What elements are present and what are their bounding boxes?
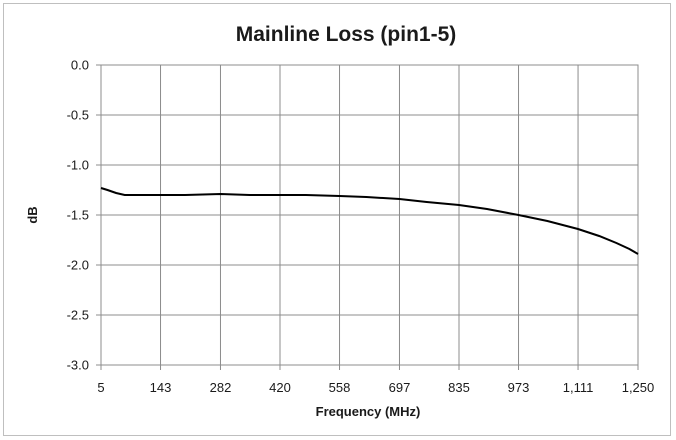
y-tick-label: -2.5 bbox=[67, 308, 89, 323]
y-tick-label: 0.0 bbox=[71, 58, 89, 73]
series-line bbox=[100, 187, 639, 255]
y-tick-label: -2.0 bbox=[67, 258, 89, 273]
chart-title: Mainline Loss (pin1-5) bbox=[236, 23, 457, 46]
x-tick-label: 1,111 bbox=[563, 380, 594, 395]
grid bbox=[96, 64, 639, 370]
chart-frame bbox=[3, 3, 671, 436]
x-tick-label: 697 bbox=[389, 380, 411, 395]
y-axis-label: dB bbox=[25, 206, 40, 223]
x-tick-label: 282 bbox=[210, 380, 232, 395]
x-axis-label: Frequency (MHz) bbox=[316, 404, 421, 419]
x-tick-label: 143 bbox=[150, 380, 172, 395]
x-tick-label: 5 bbox=[97, 380, 104, 395]
y-tick-label: -1.5 bbox=[67, 208, 89, 223]
x-tick-label: 1,250 bbox=[622, 380, 655, 395]
x-tick-label: 973 bbox=[508, 380, 530, 395]
x-tick-label: 558 bbox=[329, 380, 351, 395]
y-tick-label: -3.0 bbox=[67, 358, 89, 373]
y-tick-label: -0.5 bbox=[67, 108, 89, 123]
y-axis-ticks: 0.0 -0.5 -1.0 -1.5 -2.0 -2.5 -3.0 bbox=[67, 58, 89, 373]
x-axis-ticks: 5 143 282 420 558 697 835 973 1,111 1,250 bbox=[97, 380, 654, 395]
x-tick-label: 835 bbox=[448, 380, 470, 395]
plot-area-border bbox=[100, 64, 639, 366]
x-tick-label: 420 bbox=[269, 380, 291, 395]
y-tick-label: -1.0 bbox=[67, 158, 89, 173]
